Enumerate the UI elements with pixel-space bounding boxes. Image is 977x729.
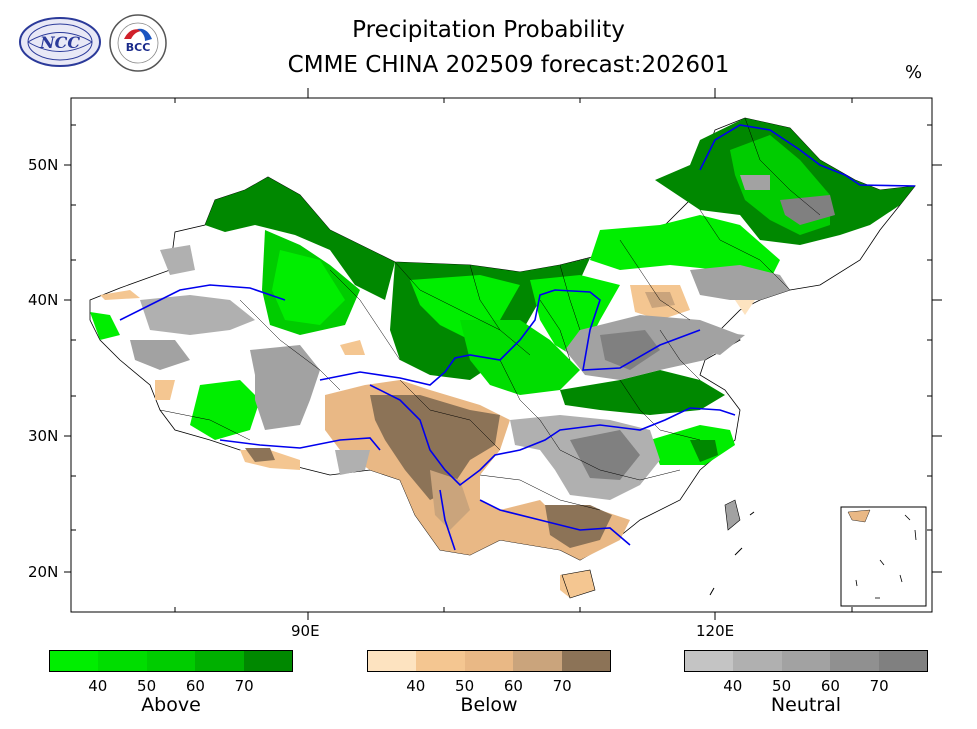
ncc-logo-text: NCC (39, 33, 80, 52)
lat-label-40n: 40N (28, 291, 59, 309)
legend-tick: 50 (137, 677, 157, 695)
lon-label-90e: 90E (291, 622, 320, 640)
legend-neutral-label: Neutral (770, 694, 842, 716)
province-boundaries (159, 117, 821, 511)
lon-label-120e: 120E (696, 622, 735, 640)
legend-tick: 40 (723, 677, 743, 695)
legend-swatch (464, 651, 514, 671)
legend-above-colorbar (49, 650, 293, 672)
hainan (561, 569, 596, 599)
lat-label-20n: 20N (28, 563, 59, 581)
legend-swatch (416, 651, 465, 671)
legend-below-label: Below (460, 694, 518, 716)
above-regions (90, 118, 915, 465)
below-regions (100, 285, 755, 598)
legend-swatch (513, 651, 562, 671)
coastline-islands (709, 511, 755, 596)
south-china-sea-inset (840, 506, 927, 607)
legend-swatch (368, 651, 417, 671)
legend-swatch (50, 651, 99, 671)
legend-neutral-colorbar (684, 650, 928, 672)
legend-tick: 60 (185, 677, 205, 695)
legend-neutral: 40 50 60 70 Neutral (684, 650, 928, 716)
ncc-logo: NCC (18, 15, 102, 73)
legend-swatch (781, 651, 831, 671)
legend-swatch (561, 651, 611, 671)
axis-ticks (64, 88, 942, 620)
legend-swatch (733, 651, 782, 671)
legend-tick: 70 (869, 677, 889, 695)
bcc-logo-text: BCC (126, 41, 151, 54)
legend-tick: 50 (455, 677, 475, 695)
neutral-regions (130, 175, 835, 500)
legend-swatch (685, 651, 734, 671)
legend-swatch (878, 651, 928, 671)
legend-tick: 60 (503, 677, 523, 695)
unit-label: % (905, 62, 923, 83)
bcc-logo: BCC (107, 13, 169, 77)
legend-swatch (195, 651, 244, 671)
legend-tick: 40 (88, 677, 108, 695)
legend-tick: 70 (234, 677, 254, 695)
legend-tick: 40 (406, 677, 426, 695)
legend-tick: 50 (772, 677, 792, 695)
legend-tick: 60 (820, 677, 840, 695)
legend-below-colorbar (367, 650, 611, 672)
legend-above: 40 50 60 70 Above (49, 650, 293, 716)
legend-swatch (146, 651, 196, 671)
legend-tick: 70 (552, 677, 572, 695)
taiwan (724, 499, 741, 531)
legend-swatch (243, 651, 293, 671)
legend-swatch (830, 651, 879, 671)
lat-label-30n: 30N (28, 427, 59, 445)
legend-above-label: Above (141, 694, 201, 716)
rivers (119, 124, 916, 551)
chart-title: Precipitation Probability (352, 17, 625, 43)
lat-label-50n: 50N (28, 156, 59, 174)
legend-swatch (98, 651, 147, 671)
legend-below: 40 50 60 70 Below (367, 650, 611, 716)
chart-subtitle: CMME CHINA 202509 forecast:202601 (287, 52, 730, 78)
